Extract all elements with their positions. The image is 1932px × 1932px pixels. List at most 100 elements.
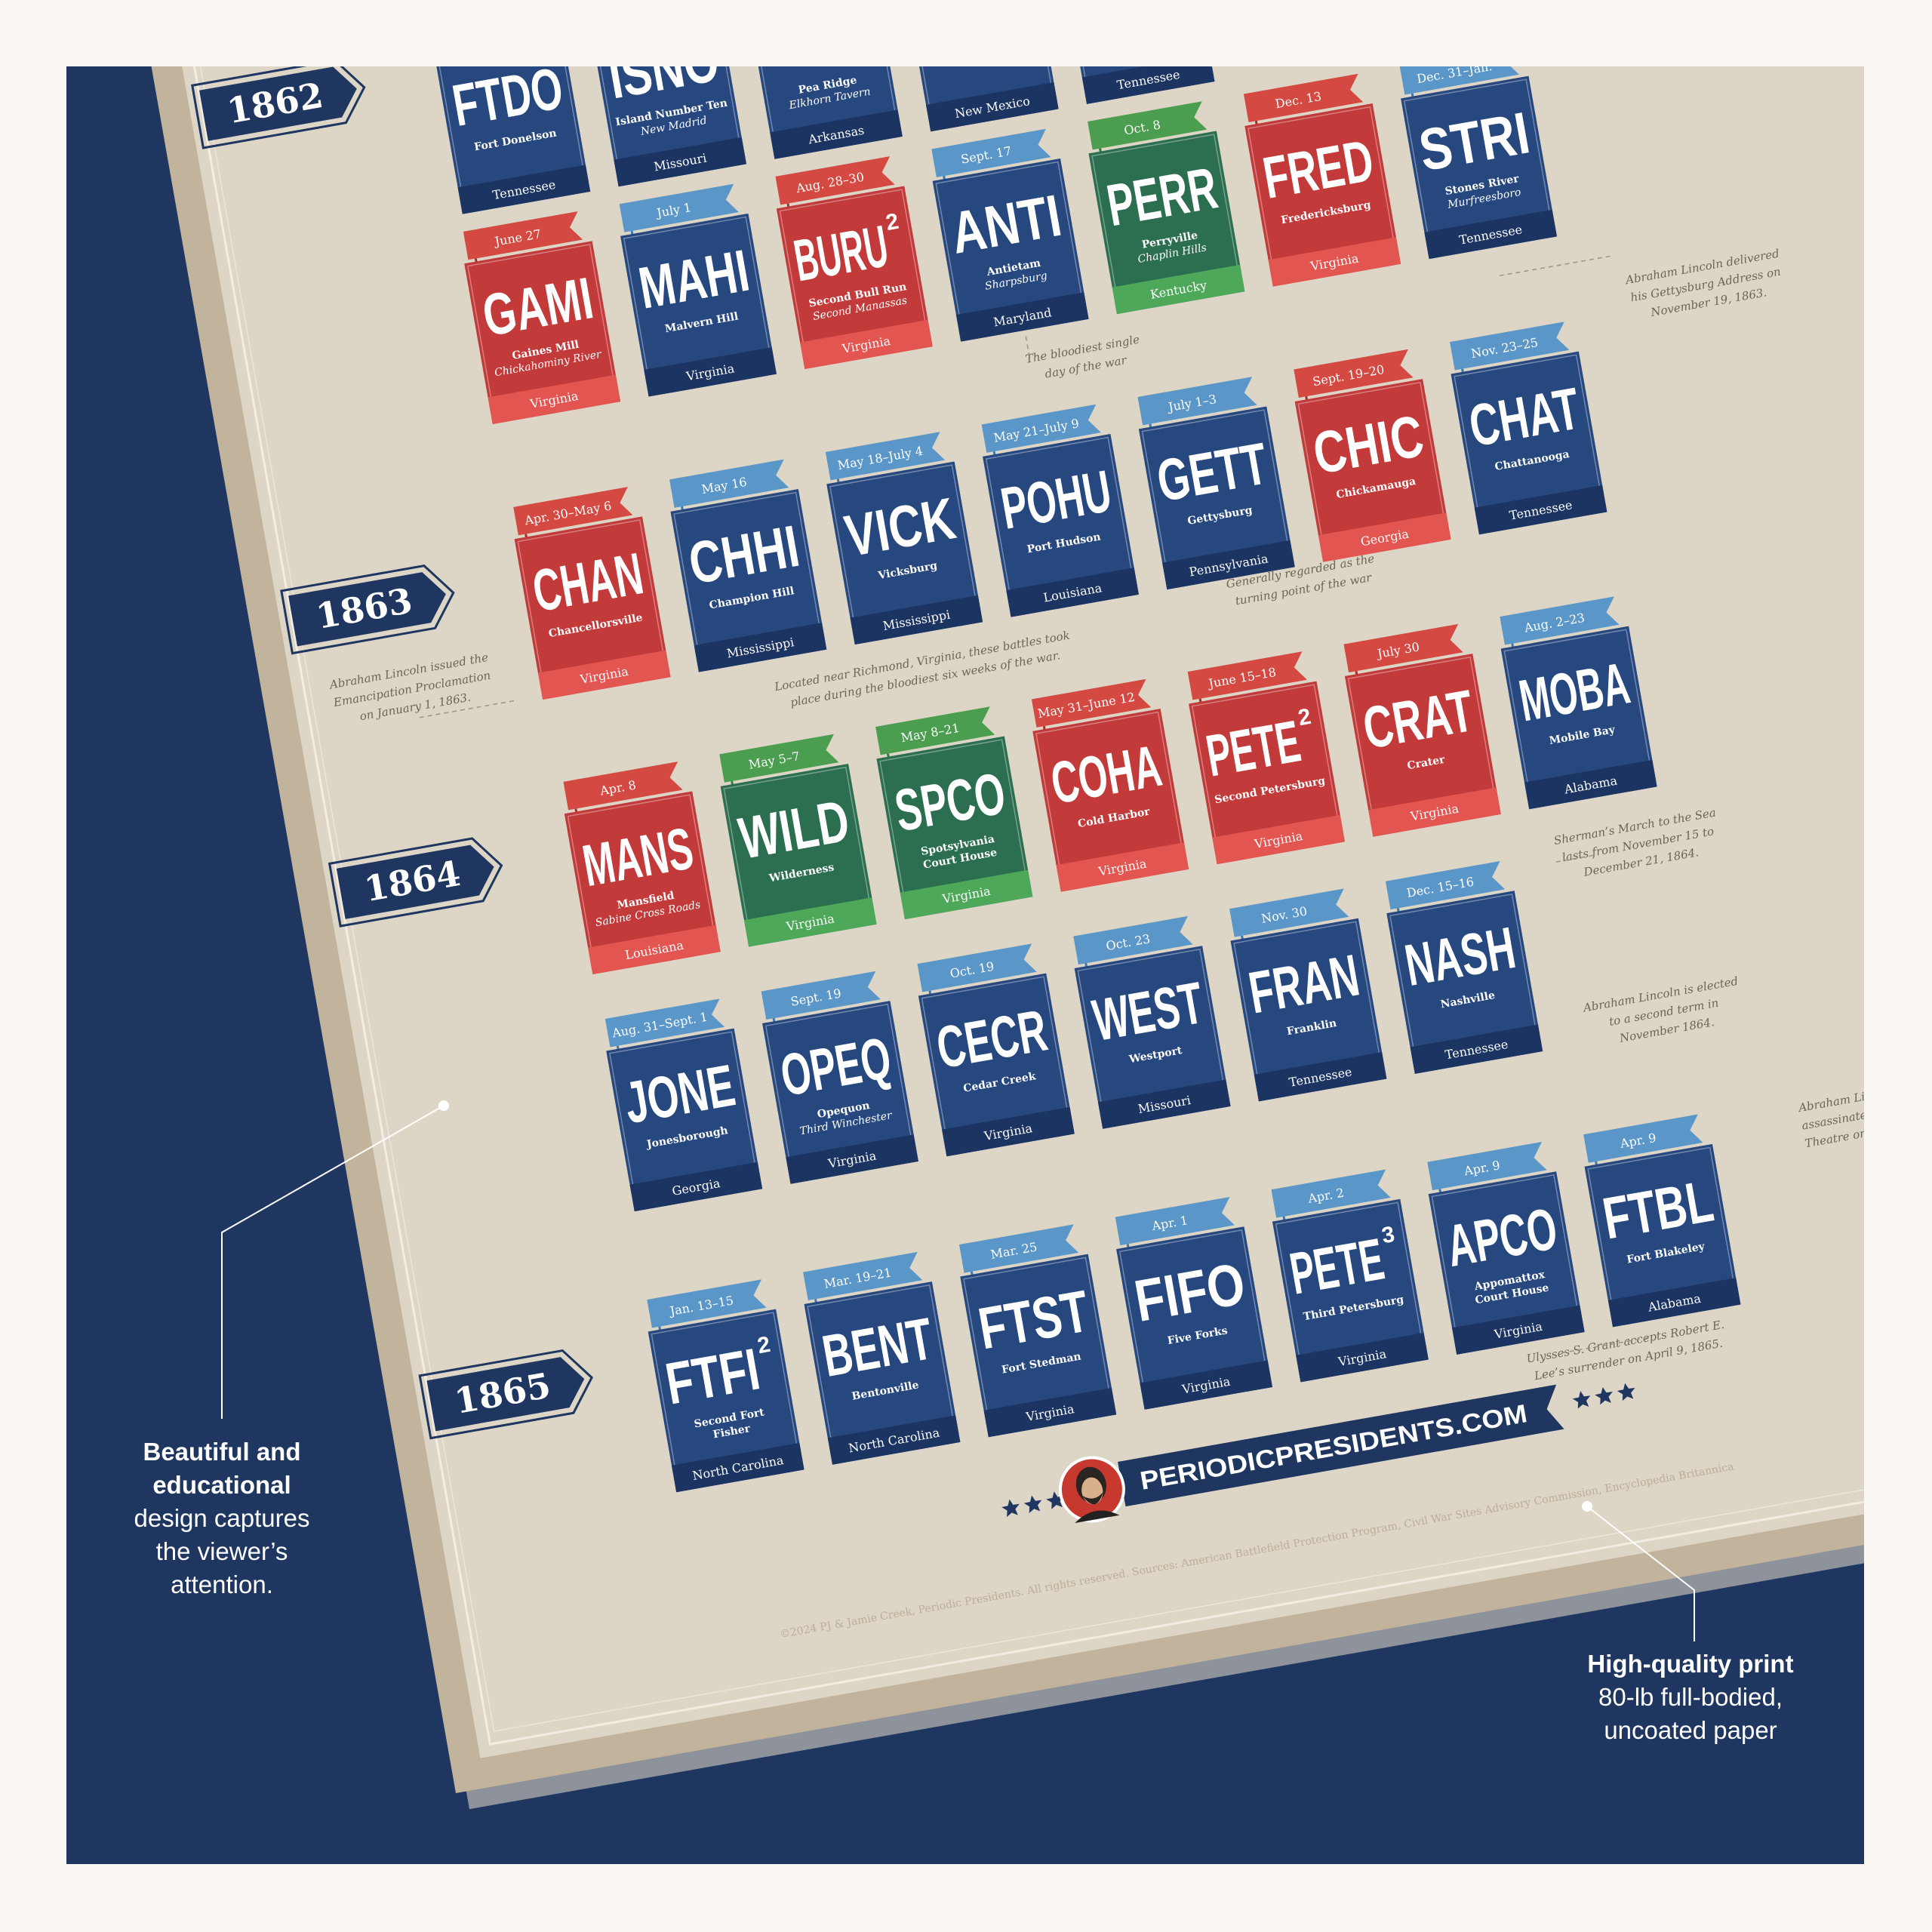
date-flag (775, 156, 895, 205)
callouts: Beautiful and educational design captures t… (134, 1100, 1794, 1744)
date-flag (1271, 1169, 1391, 1218)
date-flag (1343, 623, 1463, 672)
card-body (876, 736, 1033, 920)
date-flag (803, 1251, 923, 1301)
state-band (786, 1134, 918, 1184)
date-flag (1137, 377, 1257, 426)
card-body (1428, 1171, 1585, 1355)
state-band (488, 374, 621, 424)
card-body (826, 461, 983, 645)
date-flag (647, 1279, 767, 1328)
card-body (1386, 891, 1543, 1074)
state-band (1112, 264, 1245, 315)
date-flag (1399, 66, 1519, 95)
state-band (588, 924, 721, 975)
callout-heading: educational (152, 1471, 291, 1499)
callout-dot (1582, 1501, 1592, 1512)
state-band (1424, 209, 1557, 260)
year-tag (426, 1357, 585, 1432)
card-body (1230, 918, 1387, 1102)
state-band (1474, 485, 1607, 535)
state-band (1254, 1051, 1387, 1102)
card-body (746, 66, 903, 159)
card-body (1138, 406, 1295, 590)
card-body (606, 1028, 763, 1212)
year-tag (288, 572, 446, 647)
state-band (1140, 1360, 1273, 1410)
state-band (1081, 66, 1215, 104)
callout-heading: High-quality print (1587, 1650, 1793, 1678)
portrait-beard (1082, 1491, 1103, 1505)
battle-code: PETE (1201, 707, 1305, 789)
card-body (918, 973, 1075, 1157)
card-body (1401, 75, 1557, 260)
card-body (670, 488, 827, 672)
battle-code-sup: 2 (755, 1332, 772, 1358)
year-outline (191, 66, 366, 149)
card-body (1451, 351, 1607, 535)
state-band (983, 1387, 1117, 1438)
battle-code: BURU (789, 212, 893, 294)
state-band (850, 595, 983, 645)
state-band (1162, 540, 1295, 590)
callout-text: uncoated paper (1604, 1716, 1777, 1744)
poster-rule (142, 66, 1864, 1746)
battle-code-sup: 2 (884, 209, 900, 235)
year-outline (280, 564, 455, 655)
state-band (457, 165, 591, 214)
date-flag (1294, 349, 1414, 398)
state-band (743, 897, 877, 947)
card-body (434, 66, 591, 214)
date-flag (958, 1224, 1079, 1273)
state-band (955, 292, 1089, 342)
state-band (537, 650, 671, 700)
card-body (776, 186, 933, 370)
date-flag (513, 487, 633, 536)
card-body (1294, 379, 1451, 562)
state-band (1524, 759, 1657, 810)
battle-code: PETE (1285, 1226, 1389, 1307)
poster-rule (149, 66, 1864, 1732)
note-connector (1555, 854, 1594, 863)
date-flag (1450, 321, 1570, 371)
card-body (1116, 1226, 1273, 1410)
card-body (590, 66, 747, 187)
date-flag (1229, 888, 1349, 937)
date-flag (1500, 596, 1620, 645)
state-band (925, 82, 1059, 132)
year-tag (199, 66, 357, 141)
note-connector (1025, 336, 1030, 355)
card-body (1584, 1143, 1741, 1327)
date-flag (1427, 1142, 1547, 1191)
card-body (902, 66, 1059, 132)
state-band (942, 1106, 1075, 1157)
note-connector (1498, 255, 1611, 277)
battle-code-sup: 3 (1380, 1222, 1396, 1248)
callout-line (1586, 1506, 1695, 1641)
date-flag (917, 943, 1037, 992)
date-flag (563, 761, 683, 811)
state-band (694, 623, 827, 672)
portrait-coat (1075, 1510, 1120, 1524)
date-flag (1031, 678, 1152, 728)
date-flag (669, 459, 789, 508)
